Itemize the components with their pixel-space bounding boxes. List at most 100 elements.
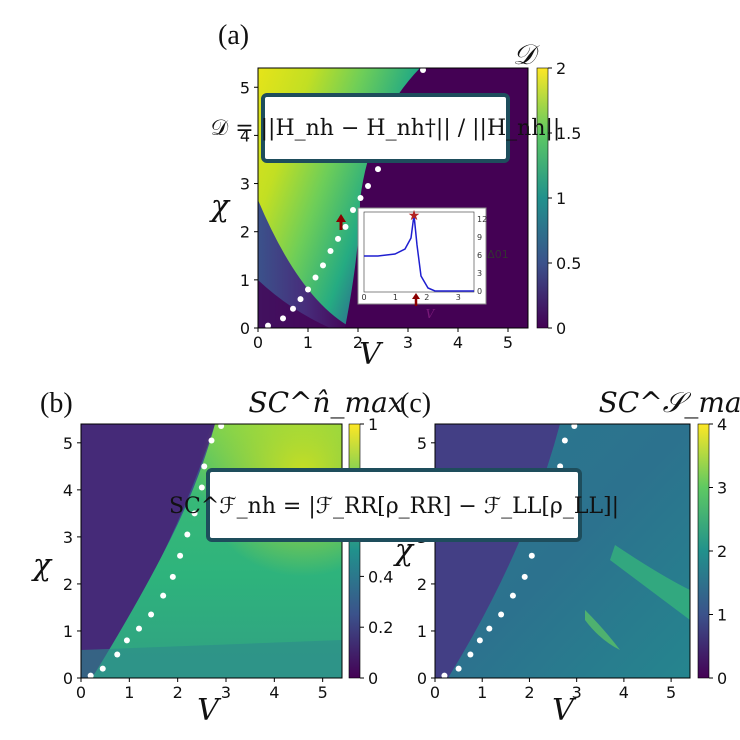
boundary-point (265, 322, 271, 329)
boundary-point (184, 531, 191, 538)
y-tick-label: 0 (417, 669, 427, 688)
panel-a-ylabel: χ (209, 189, 231, 224)
boundary-point (280, 315, 286, 322)
colorbar-tick-label: 1 (717, 606, 727, 625)
boundary-point (136, 625, 142, 632)
panel-b-xlabel: V (197, 693, 222, 728)
boundary-point (476, 637, 483, 644)
panel-b-boundary-points (87, 423, 225, 679)
x-tick-label: 3 (572, 683, 582, 702)
colorbar-tick-label: 0.4 (368, 567, 393, 586)
panel-b-ylabel: χ (31, 548, 53, 583)
inset-y-tick-label: 12 (477, 215, 487, 224)
panel-a-formula-box (261, 93, 510, 163)
panel-c-colorbar-title: SC^𝒮_max (599, 386, 740, 419)
x-tick-label: 2 (173, 683, 183, 702)
panel-a-yticks: 0 1 2 3 4 5 (240, 78, 258, 338)
panel-c-colorbar-ticks: 0 1 2 3 4 (709, 415, 727, 688)
boundary-point (208, 437, 215, 444)
x-tick-label: 1 (303, 333, 313, 352)
inset-xlabel: V (426, 307, 436, 321)
x-tick-label: 2 (524, 683, 534, 702)
boundary-point (335, 235, 341, 242)
colorbar-tick-label: 2 (717, 542, 727, 561)
panel-c-xlabel: V (552, 693, 577, 728)
x-tick-label: 0 (76, 683, 86, 702)
panel-c-xticks: 0 1 2 3 4 5 (430, 678, 676, 702)
x-tick-label: 4 (453, 333, 463, 352)
panel-c-frame (434, 423, 691, 679)
y-tick-label: 1 (240, 271, 250, 290)
x-tick-label: 1 (124, 683, 134, 702)
boundary-point (201, 463, 208, 470)
inset-y-tick-label: 6 (477, 251, 482, 260)
inset-xticks: 0 1 2 3 (361, 293, 460, 302)
boundary-point (327, 247, 334, 254)
panel-b-frame (80, 423, 343, 679)
colorbar-tick-label: 0.2 (368, 618, 393, 637)
boundary-point (297, 296, 304, 303)
x-tick-label: 0 (430, 683, 440, 702)
inset-x-tick-label: 1 (393, 293, 398, 302)
colorbar-tick-label: 4 (717, 415, 727, 434)
boundary-point (521, 573, 528, 580)
panel-b-colorbar (348, 423, 361, 679)
boundary-point (177, 552, 184, 559)
inset-marker-arrowhead (412, 293, 420, 299)
panel-a-marker-arrowhead (336, 214, 346, 222)
panel-c-bright-streak (610, 545, 690, 620)
x-tick-label: 3 (403, 333, 413, 352)
inset-y-tick-label: 0 (477, 287, 482, 296)
y-tick-label: 4 (240, 126, 250, 145)
x-tick-label: 2 (353, 333, 363, 352)
inset-x-tick-label: 3 (456, 293, 461, 302)
y-tick-label: 0 (63, 669, 73, 688)
boundary-point (169, 573, 176, 580)
y-tick-label: 4 (63, 481, 73, 500)
x-tick-label: 4 (269, 683, 279, 702)
panel-c-label: (c) (400, 388, 431, 419)
boundary-point (160, 592, 167, 599)
sc-formula: SC^ℱ_nh = |ℱ_RR[ρ_RR] − ℱ_LL[ρ_LL]| (169, 494, 619, 519)
inset-yticks: 0 3 6 9 12 (477, 215, 487, 296)
panel-b-xticks: 0 1 2 3 4 5 (76, 678, 328, 702)
panel-a-formula: 𝒟 = ||H_nh − H_nh†|| / ||H_nh|| (211, 116, 561, 141)
x-tick-label: 5 (318, 683, 328, 702)
inset-x-tick-label: 2 (424, 293, 429, 302)
boundary-point (441, 672, 448, 679)
panel-b-colorbar-ticks: 0 0.2 0.4 1 (360, 415, 393, 688)
x-tick-label: 4 (619, 683, 629, 702)
panel-a-label: (a) (218, 20, 249, 51)
boundary-point (312, 274, 319, 281)
panel-b: (b) 0 1 2 3 4 5 0 1 2 3 4 5 V χ 0 0.2 0.4 1 SC^n̂_max (31, 386, 404, 728)
y-tick-label: 3 (63, 528, 73, 547)
panel-a-xlabel: V (359, 337, 384, 372)
colorbar-tick-label: 0 (717, 669, 727, 688)
inset-x-tick-label: 0 (361, 293, 366, 302)
panel-a-frame (257, 67, 529, 329)
boundary-point (305, 286, 311, 293)
boundary-point (342, 223, 349, 230)
x-tick-label: 0 (253, 333, 263, 352)
y-tick-label: 2 (417, 575, 427, 594)
boundary-point (557, 463, 564, 470)
y-tick-label: 2 (240, 223, 250, 242)
inset-ylabel: Δ01 (487, 248, 509, 261)
colorbar-tick-label: 2 (556, 59, 566, 78)
colorbar-tick-label: 1.5 (556, 124, 581, 143)
y-tick-label: 0 (240, 319, 250, 338)
colorbar-tick-label: 0 (556, 319, 566, 338)
panel-b-colorbar-title: SC^n̂_max (248, 386, 403, 419)
boundary-point (350, 207, 356, 214)
x-tick-label: 3 (221, 683, 231, 702)
panel-b-label: (b) (40, 388, 73, 419)
boundary-point (467, 651, 474, 658)
x-tick-label: 5 (503, 333, 513, 352)
colorbar-tick-label: 1 (556, 189, 566, 208)
x-tick-label: 1 (477, 683, 487, 702)
boundary-point (528, 552, 535, 559)
